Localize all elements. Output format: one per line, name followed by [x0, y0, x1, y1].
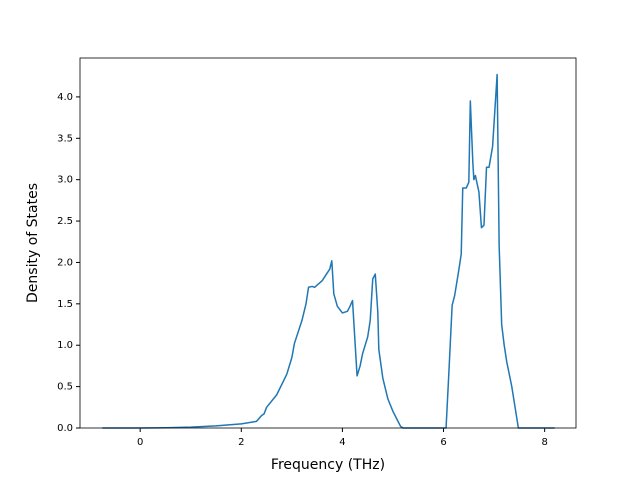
- y-tick-label: 2.0: [57, 257, 73, 268]
- y-axis-title: Density of States: [25, 183, 41, 303]
- x-tick-label: 8: [541, 437, 547, 448]
- y-tick-label: 1.0: [57, 340, 73, 351]
- x-tick-label: 2: [238, 437, 244, 448]
- x-axis-title: Frequency (THz): [271, 457, 385, 473]
- y-tick-label: 3.0: [57, 175, 73, 186]
- x-tick-label: 0: [137, 437, 143, 448]
- data-line: [102, 73, 555, 429]
- y-tick-label: 0.0: [57, 423, 73, 434]
- y-tick-label: 1.5: [57, 299, 73, 310]
- plot-frame: [79, 57, 577, 429]
- y-tick-label: 2.5: [57, 216, 73, 227]
- y-tick-label: 4.0: [57, 92, 73, 103]
- x-tick-label: 6: [440, 437, 446, 448]
- y-tick-label: 0.5: [57, 382, 73, 393]
- x-tick-label: 4: [339, 437, 345, 448]
- y-tick-label: 3.5: [57, 133, 73, 144]
